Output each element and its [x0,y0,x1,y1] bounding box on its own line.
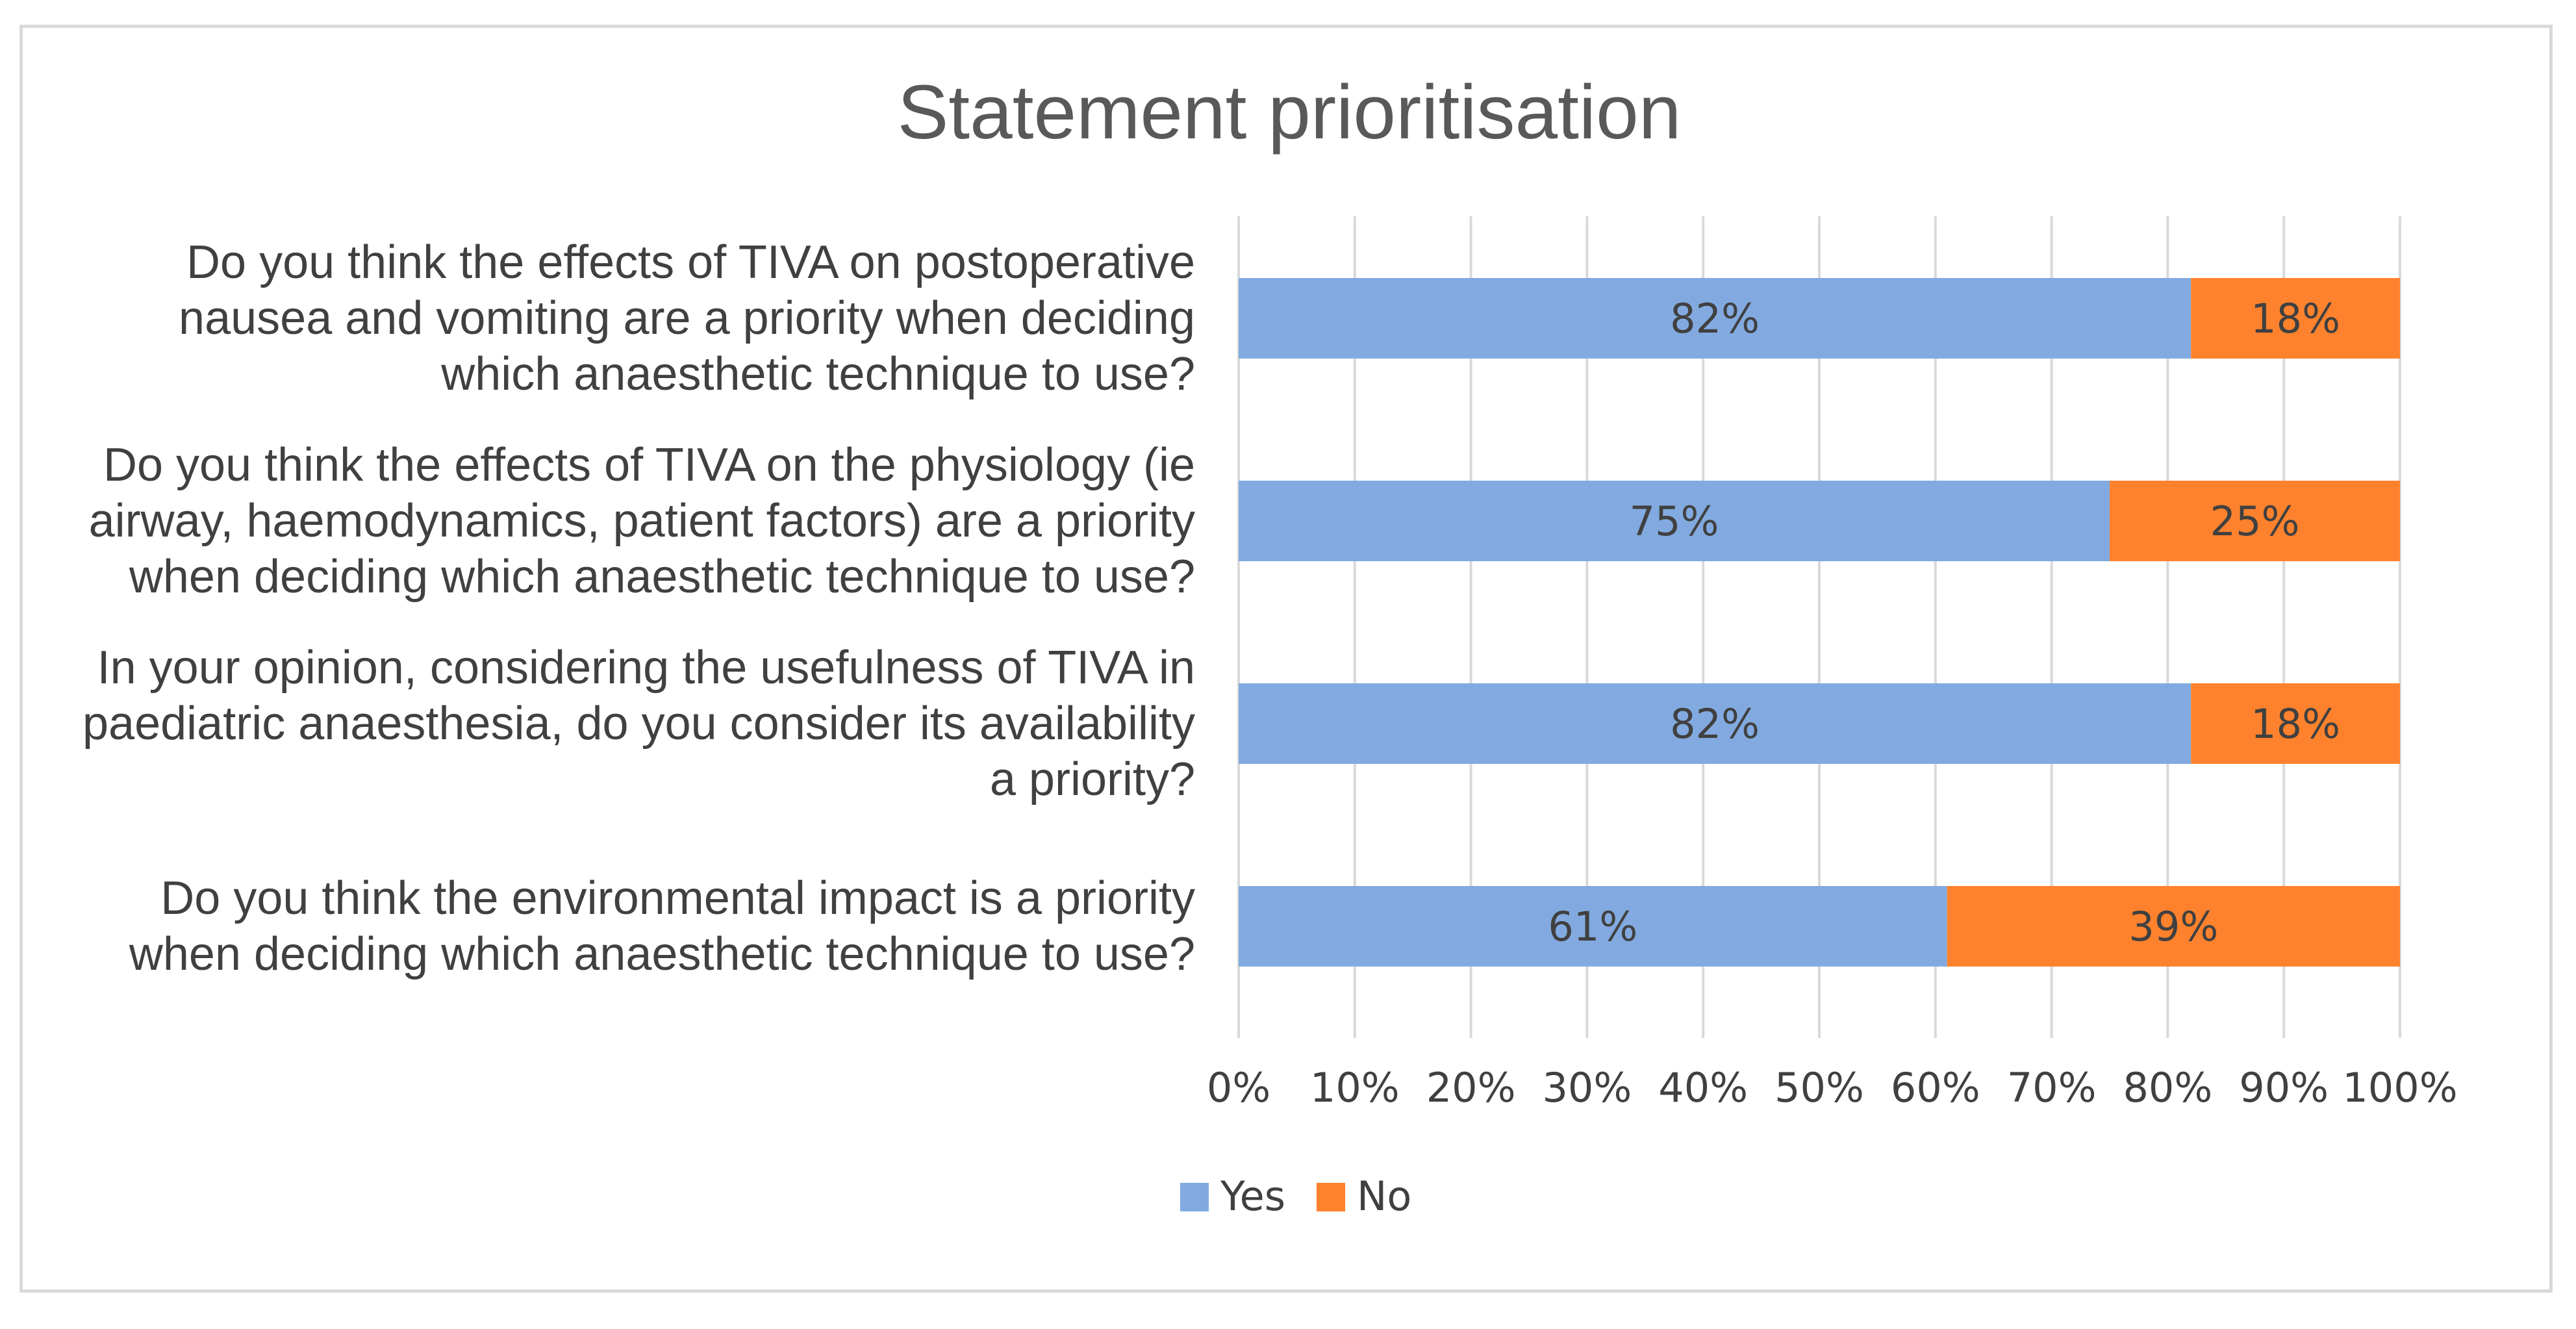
x-tick-label: 20% [1426,1064,1516,1111]
bar-yes-4 [1239,886,1947,967]
x-tick-label: 30% [1542,1064,1632,1111]
legend: Yes No [1180,1172,1411,1220]
data-label-no-3: 18% [2251,700,2340,748]
x-tick-label: 60% [1891,1064,1980,1111]
bar-no-2 [2110,481,2400,561]
ticks-layer: 0% 10% 20% 30% 40% 50% 60% 70% 80% 90% 100% [1207,1064,2458,1111]
bar-no-1 [2191,278,2400,359]
x-tick-label: 0% [1207,1064,1270,1111]
x-tick-label: 50% [1774,1064,1864,1111]
chart-frame: Statement prioritisation Do you think th… [19,25,2553,1293]
x-tick-label: 100% [2342,1064,2457,1111]
x-tick-label: 10% [1310,1064,1400,1111]
data-label-yes-2: 75% [1630,498,1719,545]
chart-title: Statement prioritisation [898,70,1682,155]
data-label-no-4: 39% [2128,903,2218,950]
category-label: Do you think the environmental impact is… [129,872,1195,980]
labels-layer: Do you think the effects of TIVA on post… [82,236,2340,980]
x-tick-label: 80% [2123,1064,2212,1111]
legend-swatch-no [1317,1183,1345,1211]
bars-layer [1239,278,2400,967]
category-label: Do you think the effects of TIVA on the … [89,439,1195,603]
category-label: In your opinion, considering the usefuln… [82,642,1195,805]
legend-label-yes: Yes [1220,1172,1285,1220]
bar-no-4 [1947,886,2400,967]
data-label-no-1: 18% [2251,295,2340,342]
chart-svg: Statement prioritisation Do you think th… [82,70,2458,1220]
x-tick-label: 90% [2239,1064,2329,1111]
legend-label-no: No [1357,1172,1411,1220]
legend-swatch-yes [1180,1183,1209,1211]
x-tick-label: 70% [2007,1064,2097,1111]
bar-yes-2 [1239,481,2110,561]
data-label-yes-1: 82% [1670,295,1760,342]
bar-yes-3 [1239,683,2191,764]
x-tick-label: 40% [1658,1064,1748,1111]
bar-yes-1 [1239,278,2191,359]
data-label-yes-4: 61% [1548,903,1637,950]
data-label-no-2: 25% [2210,498,2300,545]
category-label: Do you think the effects of TIVA on post… [179,236,1195,400]
bar-no-3 [2191,683,2400,764]
data-label-yes-3: 82% [1670,700,1760,748]
